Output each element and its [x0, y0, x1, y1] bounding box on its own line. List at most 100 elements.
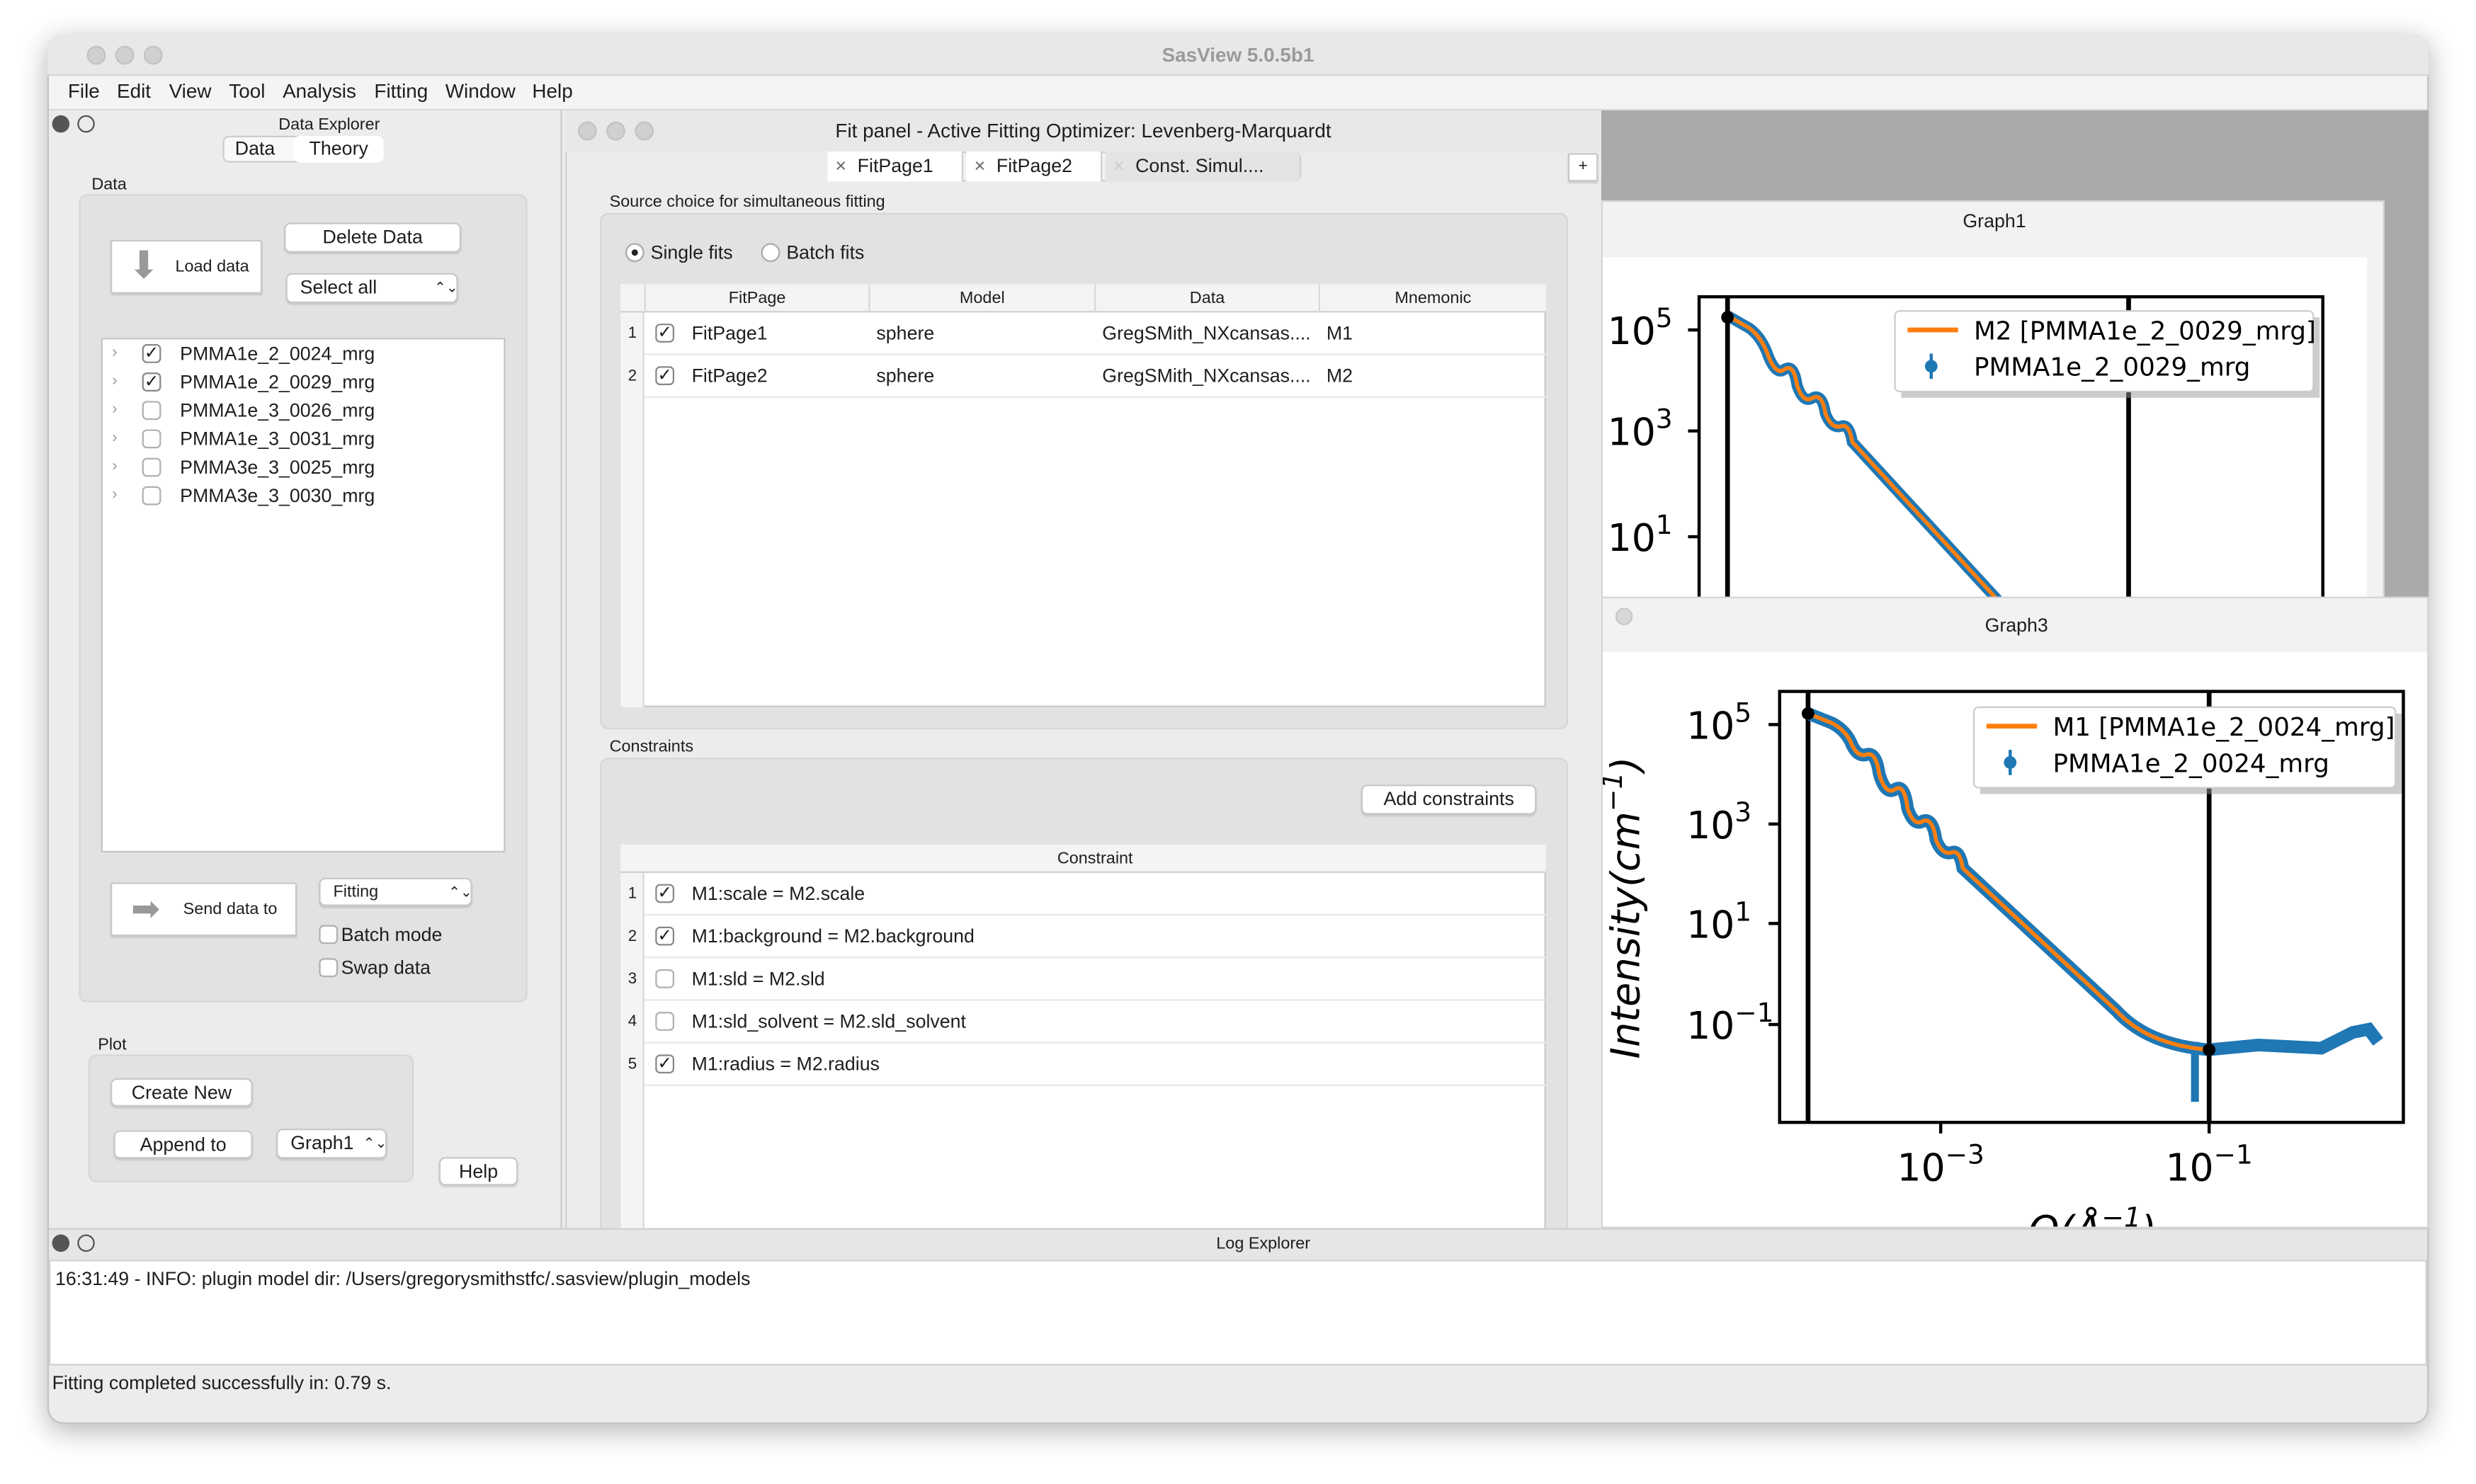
constraint-text[interactable]: M1:background = M2.background: [691, 925, 975, 947]
tab[interactable]: FitPage1: [827, 152, 964, 182]
table-cell[interactable]: FitPage2: [691, 365, 768, 387]
window-control[interactable]: [86, 45, 106, 65]
menu-item[interactable]: File: [67, 80, 100, 103]
file-name[interactable]: PMMA1e_3_0031_mrg: [180, 428, 375, 450]
window-control[interactable]: [606, 121, 625, 141]
send-data-button[interactable]: ➡ Send data to: [110, 882, 297, 937]
expand-arrow[interactable]: ›: [112, 429, 118, 447]
file-name[interactable]: PMMA3e_3_0025_mrg: [180, 456, 375, 479]
table-cell[interactable]: sphere: [876, 321, 935, 345]
add-tab-button[interactable]: +: [1567, 153, 1598, 182]
row-checkbox[interactable]: [655, 1012, 675, 1031]
table-cell[interactable]: GregSMith_NXcansas....: [1102, 365, 1311, 387]
tab-close[interactable]: ×: [974, 154, 986, 177]
window-control[interactable]: [1615, 607, 1633, 625]
combo-arrow: ⌃⌄: [434, 279, 458, 295]
table-cell[interactable]: sphere: [876, 365, 935, 387]
row-checkbox[interactable]: ✓: [655, 366, 675, 386]
plot: 10510310110−110−310−1Intensity(cm−1)Q(Å−…: [1603, 690, 2405, 1226]
file-checkbox[interactable]: ✓: [142, 344, 161, 363]
file-checkbox[interactable]: [142, 457, 161, 477]
label-base: 10: [1686, 1003, 1734, 1048]
window-control[interactable]: [115, 45, 135, 65]
window-control[interactable]: [143, 45, 163, 65]
log-title: Log Explorer: [1216, 1234, 1311, 1254]
label-exponent: 5: [1656, 302, 1673, 333]
radio-label[interactable]: Batch fits: [786, 241, 865, 264]
batch-checkbox[interactable]: [319, 925, 339, 944]
file-checkbox[interactable]: [142, 486, 161, 506]
dock-float[interactable]: [77, 115, 95, 133]
row-checkbox[interactable]: ✓: [655, 1054, 675, 1074]
table-cell[interactable]: M1: [1326, 321, 1353, 345]
row-checkbox[interactable]: ✓: [655, 324, 675, 343]
axes-frame: [1697, 295, 2324, 597]
menu-item[interactable]: Fitting: [374, 80, 428, 103]
graph-combo[interactable]: Graph1 ⌃⌄: [276, 1129, 387, 1159]
tab-active[interactable]: Const. Simul....: [1105, 152, 1300, 182]
expand-arrow[interactable]: ›: [112, 372, 118, 390]
file-name[interactable]: PMMA3e_3_0030_mrg: [180, 484, 375, 507]
file-checkbox[interactable]: [142, 401, 161, 421]
file-checkbox[interactable]: ✓: [142, 372, 161, 392]
table-cell[interactable]: FitPage1: [691, 321, 768, 345]
file-checkbox[interactable]: [142, 429, 161, 449]
dock-close[interactable]: [52, 1234, 70, 1252]
help-button[interactable]: Help: [438, 1157, 518, 1186]
row-checkbox[interactable]: ✓: [655, 926, 675, 946]
select-combo[interactable]: Select all ⌃⌄: [285, 273, 458, 304]
menu-item[interactable]: Tool: [229, 80, 266, 103]
label-exponent: 3: [1656, 404, 1673, 435]
tab[interactable]: Data: [234, 137, 276, 160]
dock-close[interactable]: [52, 115, 70, 133]
table-row: [644, 312, 1546, 355]
legend-marker: [1924, 360, 1938, 373]
create-new-button[interactable]: Create New: [110, 1078, 253, 1107]
file-name[interactable]: PMMA1e_2_0024_mrg: [180, 342, 375, 365]
radio-button[interactable]: [625, 243, 644, 263]
section-label: Constraints: [609, 737, 694, 756]
row-checkbox[interactable]: ✓: [655, 884, 675, 903]
file-name[interactable]: PMMA1e_2_0029_mrg: [180, 370, 375, 394]
constraint-text[interactable]: M1:sld = M2.sld: [691, 967, 825, 990]
add-constraints-button[interactable]: Add constraints: [1361, 784, 1537, 815]
expand-arrow[interactable]: ›: [112, 457, 118, 476]
row-checkbox[interactable]: [655, 969, 675, 988]
checkbox-label[interactable]: Swap data: [341, 957, 431, 979]
tab-close[interactable]: ×: [835, 154, 847, 177]
menu-item[interactable]: Edit: [116, 80, 152, 103]
tab[interactable]: FitPage2: [966, 152, 1103, 182]
table-cell[interactable]: GregSMith_NXcansas....: [1102, 321, 1311, 345]
expand-arrow[interactable]: ›: [112, 401, 118, 418]
y-tick-label: 101: [1686, 896, 1751, 947]
radio-button[interactable]: [761, 243, 780, 263]
expand-arrow[interactable]: ›: [112, 344, 118, 362]
append-button[interactable]: Append to: [113, 1130, 253, 1159]
menu-item[interactable]: Analysis: [283, 80, 356, 103]
target-combo[interactable]: Fitting ⌃⌄: [319, 877, 472, 906]
load-data-button[interactable]: ⬇ Load data: [110, 239, 263, 294]
checkbox-label[interactable]: Batch mode: [341, 923, 443, 946]
constraint-text[interactable]: M1:scale = M2.scale: [691, 882, 865, 905]
table-cell[interactable]: M2: [1326, 365, 1353, 387]
constraint-text[interactable]: M1:sld_solvent = M2.sld_solvent: [691, 1010, 966, 1033]
tab-active[interactable]: Theory: [293, 135, 384, 163]
expand-arrow[interactable]: ›: [112, 486, 118, 504]
menu-item[interactable]: Window: [445, 80, 516, 103]
dock-float[interactable]: [77, 1234, 95, 1252]
file-name[interactable]: PMMA1e_3_0026_mrg: [180, 399, 375, 422]
marker: [1801, 707, 1815, 720]
table-row: [644, 915, 1546, 959]
row-header-column: [620, 844, 644, 1240]
window-control[interactable]: [578, 121, 597, 141]
constraint-text[interactable]: M1:radius = M2.radius: [691, 1053, 880, 1075]
radio-label[interactable]: Single fits: [650, 241, 733, 264]
swap-checkbox[interactable]: [319, 958, 339, 978]
legend-entry: M2 [PMMA1e_2_0029_mrg]: [1974, 316, 2316, 346]
tab-close[interactable]: ×: [1113, 154, 1125, 177]
window-control[interactable]: [635, 121, 654, 141]
menu-item[interactable]: View: [169, 80, 212, 103]
delete-data-button[interactable]: Delete Data: [284, 222, 462, 253]
menu-item[interactable]: Help: [532, 80, 573, 103]
